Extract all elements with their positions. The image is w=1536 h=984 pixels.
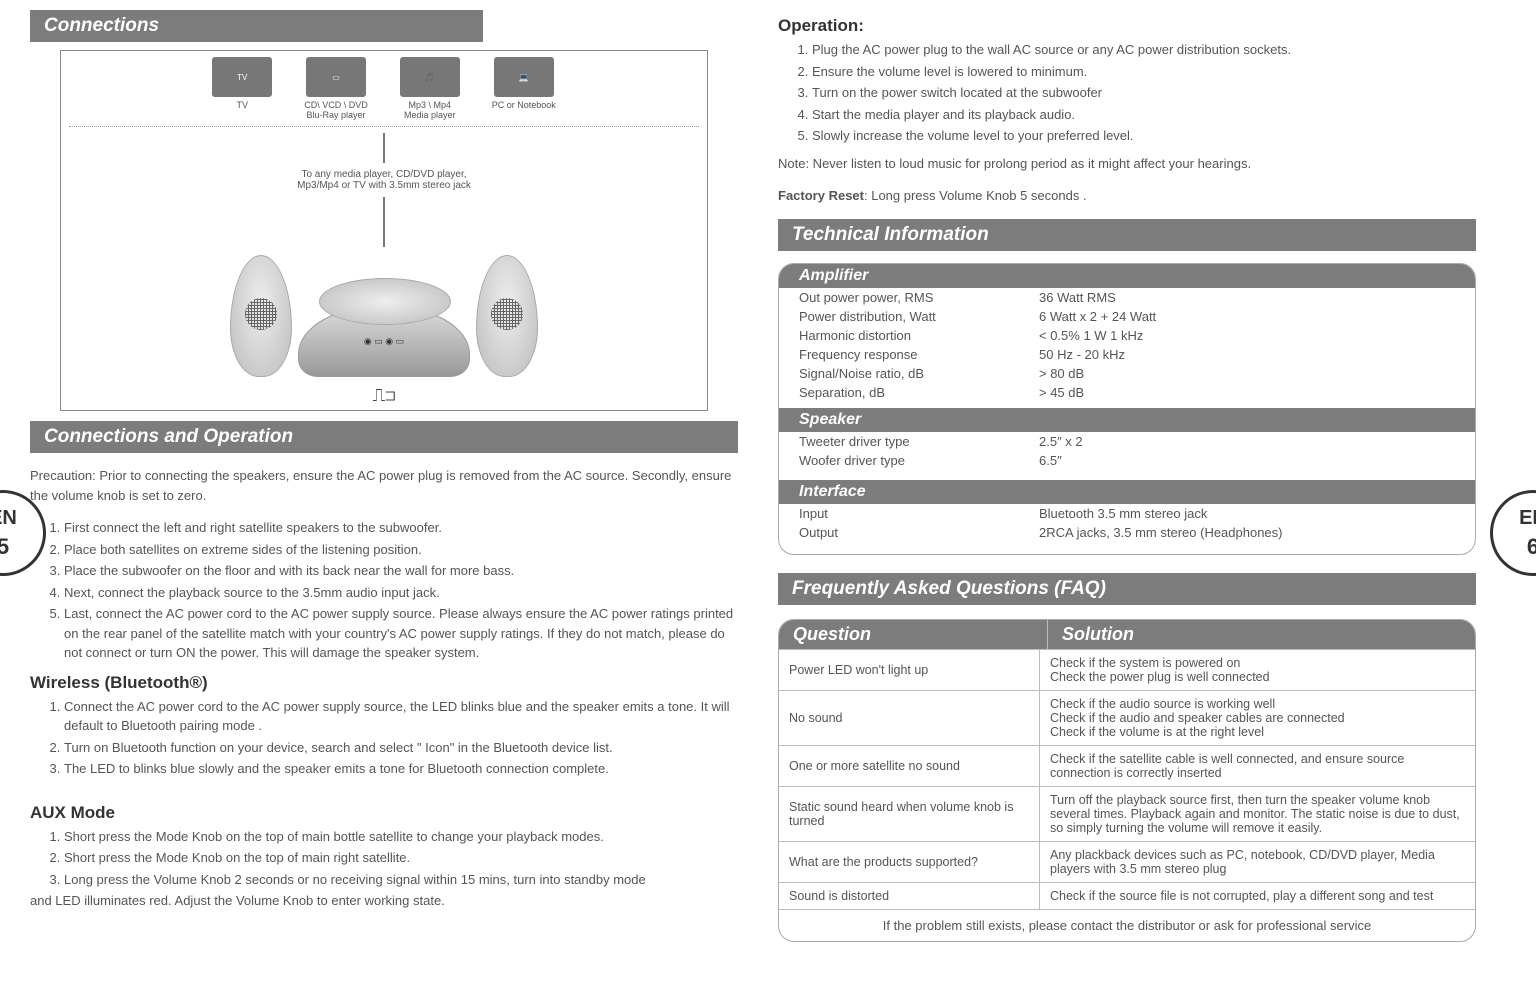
spec-row: InputBluetooth 3.5 mm stereo jack [779,504,1475,523]
spec-row: Separation, dB> 45 dB [779,383,1475,402]
list-item: Connect the AC power cord to the AC powe… [64,697,738,736]
faq-head-row: Question Solution [779,620,1475,649]
spec-row: Tweeter driver type2.5″ x 2 [779,432,1475,451]
aux-steps-list: Short press the Mode Knob on the top of … [50,827,738,890]
device-pc: 💻 PC or Notebook [492,57,556,120]
tab-page-number: 5 [0,534,9,560]
list-item: Turn on Bluetooth function on your devic… [64,738,738,758]
satellite-right [476,255,538,377]
diagram-caption: To any media player, CD/DVD player, Mp3/… [297,169,471,191]
speaker-subheader: Speaker [779,408,1475,432]
operation-steps-list: Plug the AC power plug to the wall AC so… [798,40,1476,146]
connection-diagram: TV TV ▭ CD\ VCD \ DVD Blu-Ray player 🎵 M… [60,50,708,411]
table-row: One or more satellite no soundCheck if t… [779,745,1475,786]
factory-reset-line: Factory Reset: Long press Volume Knob 5 … [778,186,1476,206]
table-row: Power LED won't light upCheck if the sys… [779,649,1475,690]
tab-lang: EN [1519,507,1536,530]
list-item: Short press the Mode Knob on the top of … [64,848,738,868]
table-row: Static sound heard when volume knob is t… [779,786,1475,841]
aux-tail-text: and LED illuminates red. Adjust the Volu… [30,893,445,908]
list-item: Place the subwoofer on the floor and wit… [64,561,738,581]
spec-row: Signal/Noise ratio, dB> 80 dB [779,364,1475,383]
aux-heading: AUX Mode [30,803,738,823]
list-item: Slowly increase the volume level to your… [812,126,1476,146]
table-row: No soundCheck if the audio source is wor… [779,690,1475,745]
device-mp3: 🎵 Mp3 \ Mp4 Media player [400,57,460,120]
list-item: First connect the left and right satelli… [64,518,738,538]
subwoofer: ◉ ▭ ◉ ▭ [298,305,470,377]
spec-row: Out power power, RMS36 Watt RMS [779,288,1475,307]
device-row: TV TV ▭ CD\ VCD \ DVD Blu-Ray player 🎵 M… [69,57,699,127]
factory-reset-text: : Long press Volume Knob 5 seconds . [864,188,1087,203]
right-page: EN 6 Operation: Plug the AC power plug t… [768,0,1536,984]
plug-icon: ⎍⊐ [373,385,396,406]
list-item: The LED to blinks blue slowly and the sp… [64,759,738,779]
list-item: Start the media player and its playback … [812,105,1476,125]
list-item: Ensure the volume level is lowered to mi… [812,62,1476,82]
spec-row: Frequency response50 Hz - 20 kHz [779,345,1475,364]
faq-head-question: Question [779,620,1048,649]
device-disc-player: ▭ CD\ VCD \ DVD Blu-Ray player [304,57,368,120]
precaution-text: Precaution: Prior to connecting the spea… [30,466,738,505]
device-tv: TV TV [212,57,272,120]
list-item: Last, connect the AC power cord to the A… [64,604,738,663]
connections-operation-header: Connections and Operation [30,421,738,453]
factory-reset-label: Factory Reset [778,188,864,203]
faq-head-solution: Solution [1048,620,1475,649]
table-row: What are the products supported?Any plac… [779,841,1475,882]
interface-subheader: Interface [779,480,1475,504]
left-page: EN 5 Connections TV TV ▭ CD\ VCD \ DVD B… [0,0,768,984]
device-label: CD\ VCD \ DVD Blu-Ray player [304,100,368,120]
technical-info-header: Technical Information [778,219,1476,251]
list-item: Plug the AC power plug to the wall AC so… [812,40,1476,60]
spec-row: Woofer driver type6.5″ [779,451,1475,470]
page-tab-right: EN 6 [1490,490,1536,576]
connection-steps-list: First connect the left and right satelli… [50,518,738,663]
list-item: Place both satellites on extreme sides o… [64,540,738,560]
spec-card: Amplifier Out power power, RMS36 Watt RM… [778,263,1476,555]
list-item: Long press the Volume Knob 2 seconds or … [64,870,738,890]
list-item: Short press the Mode Knob on the top of … [64,827,738,847]
device-label: TV [236,100,248,110]
spec-row: Harmonic distortion< 0.5% 1 W 1 kHz [779,326,1475,345]
device-label: Mp3 \ Mp4 Media player [404,100,456,120]
amplifier-subheader: Amplifier [779,264,1475,288]
device-label: PC or Notebook [492,100,556,110]
tab-page-number: 6 [1527,534,1536,560]
faq-table: Question Solution Power LED won't light … [778,619,1476,942]
spec-row: Power distribution, Watt6 Watt x 2 + 24 … [779,307,1475,326]
tab-lang: EN [0,507,17,530]
faq-footer-text: If the problem still exists, please cont… [779,909,1475,941]
list-item: Next, connect the playback source to the… [64,583,738,603]
satellite-left [230,255,292,377]
table-row: Sound is distortedCheck if the source fi… [779,882,1475,909]
wireless-steps-list: Connect the AC power cord to the AC powe… [50,697,738,779]
speakers-illustration: ◉ ▭ ◉ ▭ [69,255,699,377]
operation-note: Note: Never listen to loud music for pro… [778,154,1476,174]
connections-header: Connections [30,10,483,42]
faq-header: Frequently Asked Questions (FAQ) [778,573,1476,605]
wireless-heading: Wireless (Bluetooth®) [30,673,738,693]
list-item: Turn on the power switch located at the … [812,83,1476,103]
spec-row: Output2RCA jacks, 3.5 mm stereo (Headpho… [779,523,1475,542]
operation-heading: Operation: [778,16,1476,36]
